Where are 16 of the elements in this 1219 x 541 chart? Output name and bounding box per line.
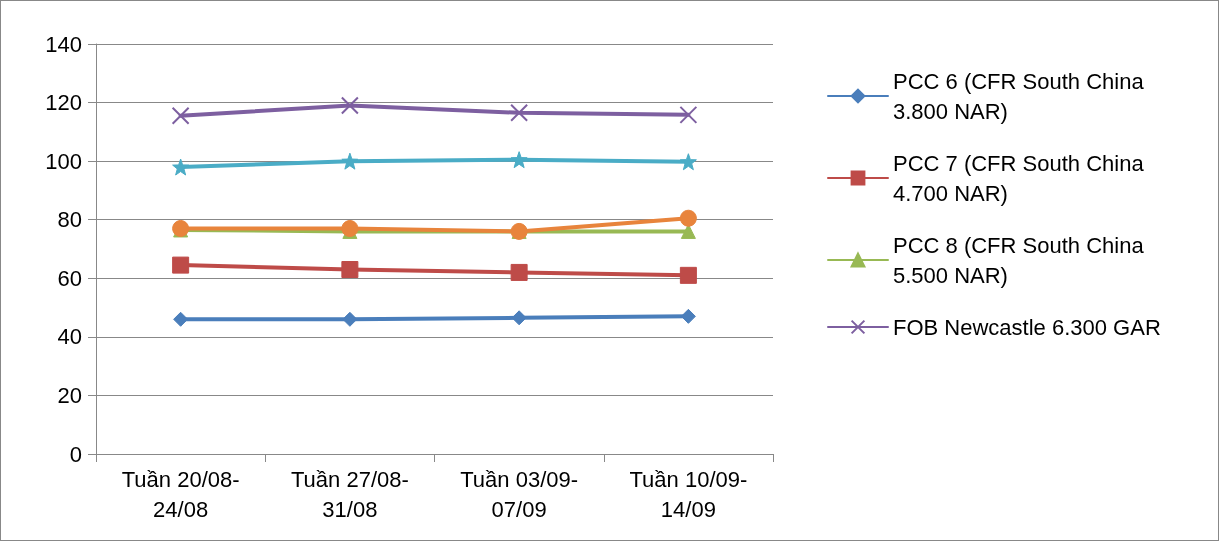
legend-label: PCC 7 (CFR South China 4.700 NAR)	[893, 150, 1150, 206]
y-tick-label: 60	[57, 265, 82, 291]
legend-label: FOB Newcastle 6.300 GAR	[893, 314, 1161, 340]
x-tick-label: Tuần 27/08-31/08	[290, 466, 409, 522]
y-tick-label: 80	[57, 207, 82, 233]
x-tick-label: Tuần 03/09-07/09	[460, 466, 579, 522]
y-tick-label: 120	[45, 90, 82, 116]
y-tick-label: 20	[57, 382, 82, 408]
y-tick-label: 140	[45, 31, 82, 57]
legend-label: PCC 8 (CFR South China 5.500 NAR)	[893, 232, 1150, 288]
x-tick-label: Tuần 20/08-24/08	[121, 466, 240, 522]
y-tick-label: 0	[69, 441, 82, 467]
y-tick-label: 100	[45, 148, 82, 174]
legend-label: PCC 6 (CFR South China 3.800 NAR)	[893, 68, 1150, 124]
x-tick-label: Tuần 10/09-14/09	[629, 466, 748, 522]
y-tick-label: 40	[57, 324, 82, 350]
